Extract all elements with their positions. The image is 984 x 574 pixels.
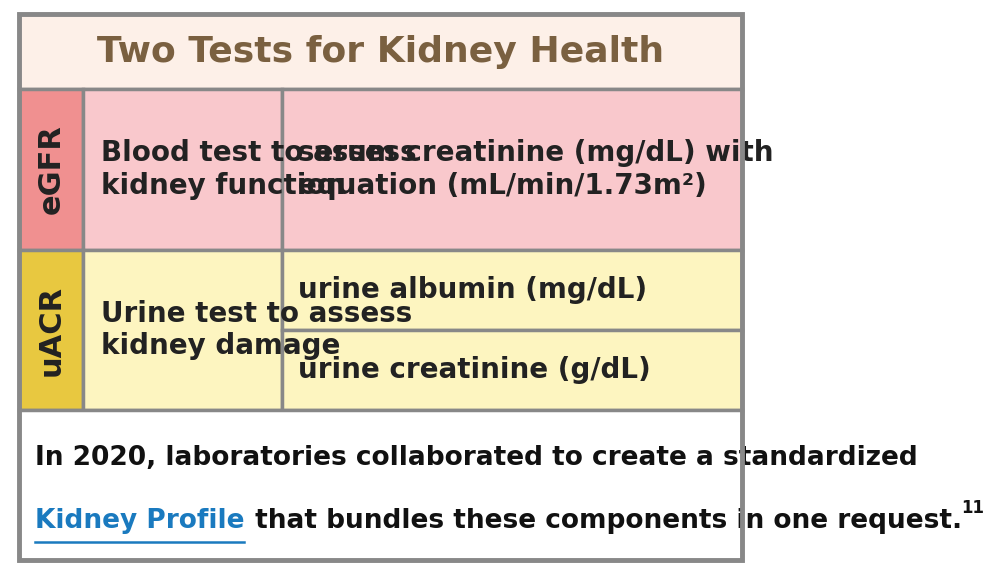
- Text: Kidney Profile: Kidney Profile: [35, 508, 244, 534]
- Text: serum creatinine (mg/dL) with
equation (mL/min/1.73m²): serum creatinine (mg/dL) with equation (…: [297, 139, 773, 200]
- Text: eGFR: eGFR: [36, 125, 65, 214]
- Text: that bundles these components in one request.: that bundles these components in one req…: [246, 508, 961, 534]
- Text: uACR: uACR: [36, 285, 65, 375]
- Text: 11: 11: [960, 499, 984, 517]
- Bar: [83, 250, 281, 410]
- Text: Two Tests for Kidney Health: Two Tests for Kidney Health: [97, 34, 664, 69]
- Bar: [281, 89, 742, 250]
- Bar: [281, 250, 742, 330]
- Text: urine creatinine (g/dL): urine creatinine (g/dL): [297, 356, 650, 384]
- Text: Blood test to assess
kidney function: Blood test to assess kidney function: [100, 139, 416, 200]
- Text: Urine test to assess
kidney damage: Urine test to assess kidney damage: [100, 300, 412, 360]
- Text: urine albumin (mg/dL): urine albumin (mg/dL): [297, 276, 646, 304]
- Bar: [19, 410, 742, 560]
- Bar: [19, 89, 83, 250]
- Text: In 2020, laboratories collaborated to create a standardized: In 2020, laboratories collaborated to cr…: [35, 445, 918, 471]
- Bar: [19, 250, 83, 410]
- Bar: [83, 89, 281, 250]
- Bar: [281, 330, 742, 410]
- Bar: [19, 14, 742, 89]
